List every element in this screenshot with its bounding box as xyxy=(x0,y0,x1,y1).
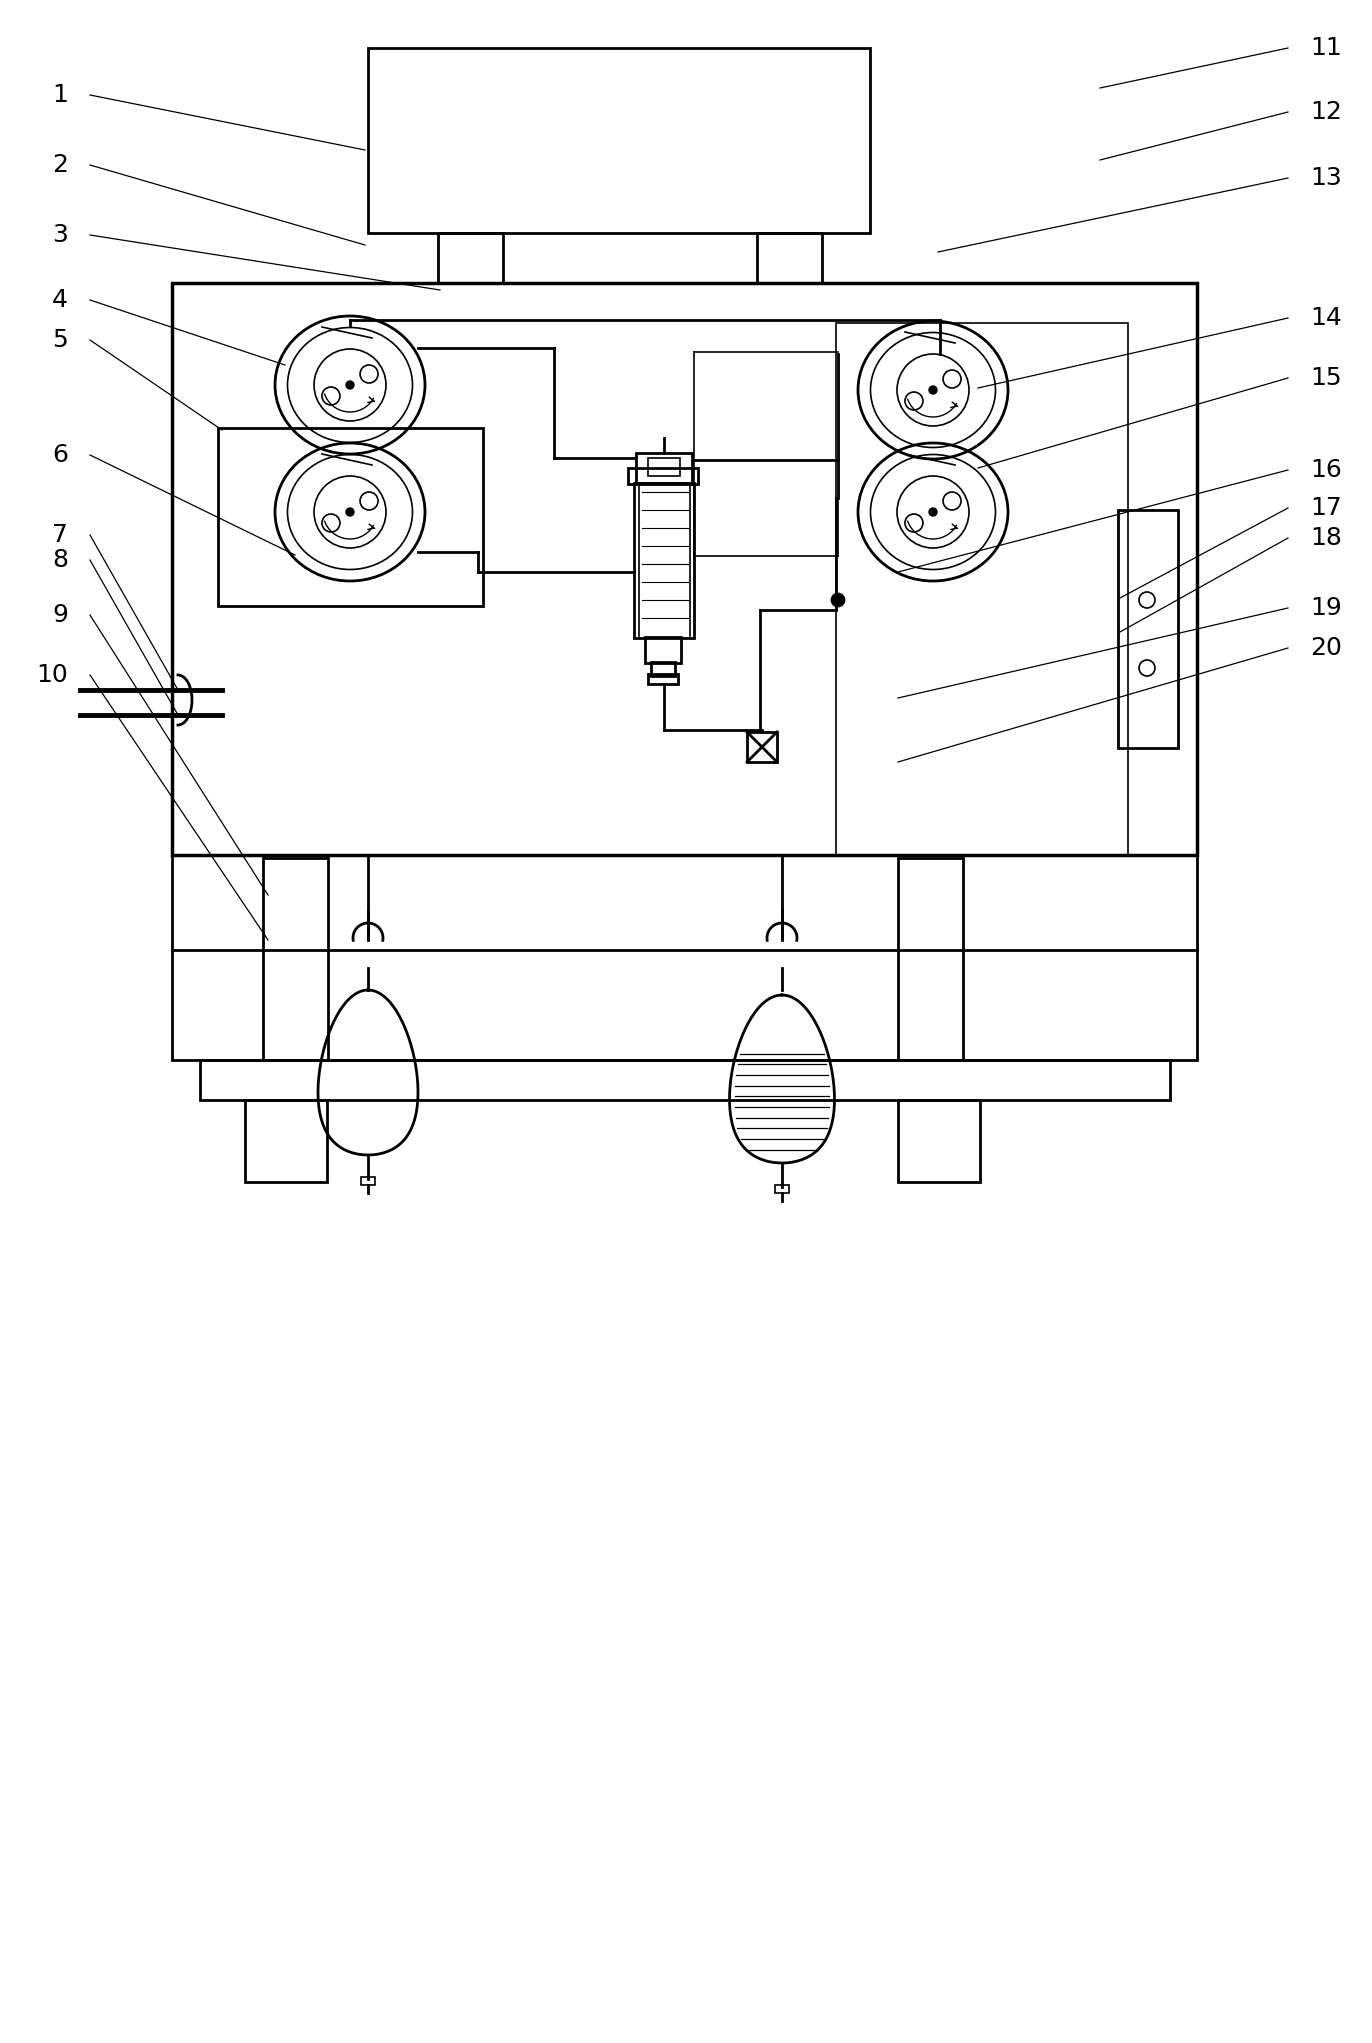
Bar xyxy=(757,233,822,284)
Bar xyxy=(361,1177,375,1185)
Bar xyxy=(637,454,691,482)
Text: 10: 10 xyxy=(36,664,69,686)
Text: 6: 6 xyxy=(52,443,69,468)
Bar xyxy=(263,858,328,1060)
Bar xyxy=(628,468,698,484)
Text: 17: 17 xyxy=(1310,496,1342,521)
Bar xyxy=(172,284,1196,856)
Bar xyxy=(1118,511,1179,748)
Bar xyxy=(899,858,963,1060)
Bar xyxy=(200,1060,1170,1099)
Bar xyxy=(634,482,694,637)
Text: 1: 1 xyxy=(52,84,69,106)
Text: 5: 5 xyxy=(52,329,69,351)
Bar xyxy=(648,458,681,476)
Circle shape xyxy=(346,380,354,388)
Circle shape xyxy=(831,595,844,607)
Bar xyxy=(246,1099,327,1183)
Bar xyxy=(648,674,678,684)
Text: 15: 15 xyxy=(1310,366,1342,390)
Bar xyxy=(645,637,681,664)
Circle shape xyxy=(929,509,937,517)
Bar xyxy=(218,427,483,607)
Text: 13: 13 xyxy=(1310,165,1342,190)
Bar xyxy=(746,731,777,762)
Bar xyxy=(775,1185,789,1193)
Text: 19: 19 xyxy=(1310,597,1342,619)
Bar xyxy=(836,323,1128,856)
Text: 16: 16 xyxy=(1310,458,1342,482)
Bar xyxy=(172,856,1196,1060)
Bar xyxy=(899,1099,980,1183)
Bar xyxy=(650,662,675,676)
Text: 9: 9 xyxy=(52,603,69,627)
Text: 7: 7 xyxy=(52,523,69,548)
Text: 11: 11 xyxy=(1310,37,1342,59)
Text: 14: 14 xyxy=(1310,306,1342,331)
Circle shape xyxy=(346,509,354,517)
Bar xyxy=(368,47,870,233)
Text: 3: 3 xyxy=(52,223,69,247)
Bar xyxy=(438,233,504,284)
Text: 4: 4 xyxy=(52,288,69,313)
Circle shape xyxy=(929,386,937,394)
Text: 18: 18 xyxy=(1310,525,1342,550)
Text: 12: 12 xyxy=(1310,100,1342,125)
Text: 20: 20 xyxy=(1310,635,1342,660)
Text: 2: 2 xyxy=(52,153,69,178)
Text: 8: 8 xyxy=(52,548,69,572)
